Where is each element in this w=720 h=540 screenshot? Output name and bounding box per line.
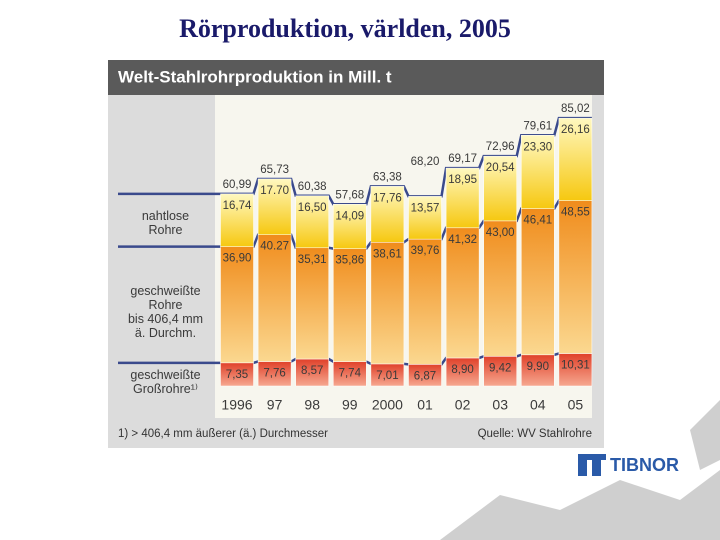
value-label: 48,55: [561, 207, 590, 219]
value-label: 38,61: [373, 248, 402, 260]
bar-segment: [483, 220, 517, 357]
bar-segment: [483, 155, 517, 222]
total-label: 65,73: [260, 164, 289, 176]
x-tick-label: 2000: [372, 397, 403, 413]
total-label: 60,99: [223, 179, 252, 191]
bar-segment: [408, 196, 442, 240]
value-label: 14,09: [335, 210, 364, 222]
x-tick-label: 02: [455, 397, 471, 413]
series-label: geschweißte Großrohre¹⁾: [130, 368, 201, 396]
value-label: 40.27: [260, 241, 289, 253]
bar-segment: [333, 204, 367, 249]
value-label: 7,35: [226, 369, 248, 381]
bar-segment: [257, 178, 292, 235]
total-label: 79,61: [523, 120, 552, 132]
bar-segment: [445, 357, 480, 387]
bar-segment: [521, 208, 555, 356]
bar-segment: [521, 134, 555, 209]
total-label: 57,68: [335, 189, 364, 201]
series-label: geschweißte Rohre bis 406,4 mm ä. Durchm…: [127, 284, 204, 340]
x-tick-label: 98: [304, 397, 320, 413]
slide-title: Rörproduktion, världen, 2005: [179, 14, 511, 43]
value-label: 13,57: [411, 202, 440, 214]
bar-segment: [521, 354, 555, 387]
bar-segment: [558, 200, 593, 354]
footnote: 1) > 406,4 mm äußerer (ä.) Durchmesser: [118, 428, 328, 440]
bar-segment: [257, 234, 292, 362]
value-label: 10,31: [561, 360, 590, 372]
bar-segment: [445, 167, 480, 229]
value-label: 23,30: [523, 141, 552, 153]
value-label: 41,32: [448, 234, 477, 246]
value-label: 46,41: [523, 215, 552, 227]
total-label: 72,96: [486, 141, 515, 153]
x-tick-label: 03: [492, 397, 508, 413]
series-label: nahtlose Rohre: [141, 209, 190, 237]
x-tick-label: 97: [267, 397, 283, 413]
total-label: 60,38: [298, 181, 327, 193]
value-label: 26,16: [561, 124, 590, 136]
bar-segment: [445, 227, 480, 359]
total-label: 68,20: [411, 156, 440, 168]
value-label: 7,01: [376, 370, 398, 382]
x-tick-label: 01: [417, 397, 433, 413]
value-label: 9,42: [489, 362, 511, 374]
value-label: 35,31: [298, 254, 327, 266]
bar-segment: [295, 247, 329, 360]
bar-segment: [370, 242, 405, 365]
total-label: 85,02: [561, 103, 590, 115]
bar-segment: [333, 248, 367, 362]
value-label: 43,00: [486, 227, 515, 239]
leaf-decoration: [440, 400, 720, 540]
source: Quelle: WV Stahlrohre: [478, 428, 592, 440]
value-label: 35,86: [335, 255, 364, 267]
value-label: 17,76: [373, 192, 402, 204]
bar-segment: [408, 238, 442, 365]
value-label: 18,95: [448, 174, 477, 186]
value-label: 8,57: [301, 365, 323, 377]
value-label: 20,54: [486, 162, 515, 174]
value-label: 8,90: [451, 364, 473, 376]
bar-segment: [483, 356, 517, 387]
total-label: 63,38: [373, 171, 402, 183]
value-label: 39,76: [411, 245, 440, 257]
value-label: 17.70: [260, 185, 289, 197]
logo: TIBNOR: [610, 455, 679, 475]
value-label: 36,90: [223, 253, 252, 265]
chart-header: [108, 60, 604, 95]
x-tick-label: 99: [342, 397, 358, 413]
value-label: 16,74: [223, 200, 252, 212]
bar-segment: [295, 358, 329, 387]
bar-segment: [295, 195, 329, 249]
x-tick-label: 05: [568, 397, 584, 413]
total-label: 69,17: [448, 153, 477, 165]
logo-icon: [578, 454, 606, 476]
x-tick-label: 04: [530, 397, 546, 413]
x-tick-label: 1996: [221, 397, 252, 413]
bar-segment: [220, 193, 254, 247]
bar-segment: [558, 353, 593, 387]
value-label: 7,74: [339, 368, 362, 380]
chart-title: Welt-Stahlrohrproduktion in Mill. t: [118, 67, 392, 86]
value-label: 6,87: [414, 370, 436, 382]
bar-segment: [558, 117, 593, 201]
value-label: 9,90: [527, 361, 549, 373]
bar-segment: [370, 186, 405, 243]
value-label: 7,76: [263, 368, 285, 380]
value-label: 16,50: [298, 202, 327, 214]
